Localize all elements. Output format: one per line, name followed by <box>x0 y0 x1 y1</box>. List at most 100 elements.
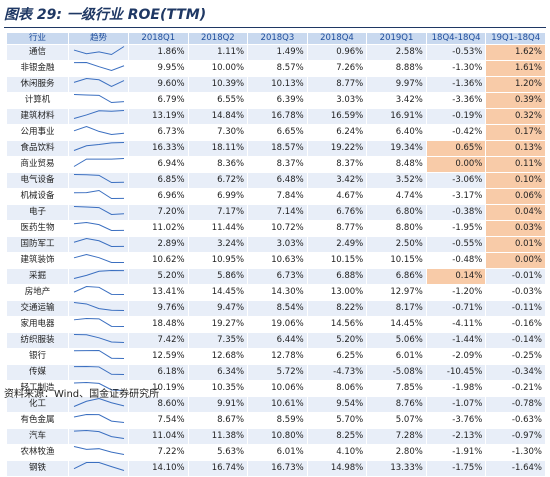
roe-cell: 10.95% <box>187 252 249 269</box>
trend-cell <box>68 428 129 445</box>
trend-cell <box>68 108 129 125</box>
roe-cell: 10.15% <box>306 252 368 269</box>
change-cell: 0.01% <box>485 236 546 253</box>
trend-line <box>73 349 125 359</box>
trend-line <box>73 125 125 136</box>
roe-cell: 5.86% <box>187 268 249 285</box>
roe-cell: 16.74% <box>187 460 249 477</box>
change-cell: -0.78% <box>485 396 546 413</box>
table-row: 电气设备 6.85% 6.72% 6.48% 3.42% 3.52% -3.06% 0.10% <box>6 172 546 189</box>
sparkline <box>73 269 125 279</box>
change-cell: -0.63% <box>485 412 546 429</box>
title: 图表 29: 一级行业 ROE(TTM) <box>4 7 207 23</box>
roe-table: 行业 趋势 2018Q1 2018Q2 2018Q3 2018Q4 2019Q1 18Q4-1… <box>6 32 546 477</box>
roe-cell: 13.41% <box>128 284 189 301</box>
trend-line <box>73 381 125 391</box>
trend-line <box>73 317 125 327</box>
change-cell: 0.13% <box>485 140 546 157</box>
roe-cell: 8.06% <box>306 380 368 397</box>
roe-cell: 6.73% <box>128 124 189 141</box>
roe-cell: 14.30% <box>247 284 308 301</box>
roe-cell: 7.22% <box>128 444 189 461</box>
trend-cell <box>68 380 129 397</box>
roe-cell: 6.76% <box>306 204 368 221</box>
industry-name: 建筑材料 <box>6 108 69 125</box>
change-cell: -3.17% <box>425 188 487 205</box>
change-cell: -0.01% <box>485 268 546 285</box>
change-cell: -1.95% <box>425 220 487 237</box>
change-cell: 0.04% <box>485 204 546 221</box>
trend-cell <box>68 268 129 285</box>
sparkline <box>73 46 125 56</box>
change-cell: 1.20% <box>485 76 546 93</box>
table-row: 休闲服务 9.60% 10.39% 10.13% 8.77% 9.97% -1.36% 1.2… <box>6 76 546 93</box>
change-cell: -0.97% <box>485 428 546 445</box>
table-row: 房地产 13.41% 14.45% 14.30% 13.00% 12.97% -1.20% -… <box>6 284 546 301</box>
title-rule <box>4 27 546 28</box>
roe-cell: 16.91% <box>366 108 427 125</box>
roe-cell: 18.48% <box>128 316 189 333</box>
change-cell: -3.06% <box>425 172 487 189</box>
industry-name: 建筑装饰 <box>6 252 69 269</box>
industry-name: 商业贸易 <box>6 156 69 173</box>
sparkline <box>73 317 125 327</box>
roe-cell: 7.17% <box>187 204 249 221</box>
change-cell: 1.61% <box>485 60 546 77</box>
header-row: 行业 趋势 2018Q1 2018Q2 2018Q3 2018Q4 2019Q1 18Q4-1… <box>6 32 546 45</box>
table-row: 银行 12.59% 12.68% 12.78% 6.25% 6.01% -2.09% -0.2… <box>6 348 546 365</box>
trend-cell <box>68 236 129 253</box>
roe-cell: 6.79% <box>128 92 189 109</box>
change-cell: -2.09% <box>425 348 487 365</box>
table-row: 钢铁 14.10% 16.74% 16.73% 14.98% 13.33% -1.75% -1… <box>6 460 546 477</box>
trend-line <box>73 206 125 216</box>
industry-name: 银行 <box>6 348 69 365</box>
industry-name: 电子 <box>6 204 69 221</box>
table-row: 国防军工 2.89% 3.24% 3.03% 2.49% 2.50% -0.55% 0.01% <box>6 236 546 253</box>
column-header: 2018Q1 <box>128 32 189 45</box>
table-row: 机械设备 6.96% 6.99% 7.84% 4.67% 4.74% -3.17% 0.06% <box>6 188 546 205</box>
trend-cell <box>68 284 129 301</box>
trend-line <box>73 77 125 88</box>
roe-cell: 2.58% <box>366 44 427 61</box>
sparkline <box>73 94 125 104</box>
industry-name: 国防军工 <box>6 236 69 253</box>
roe-cell: 12.59% <box>128 348 189 365</box>
trend-line <box>73 285 125 295</box>
change-cell: -0.14% <box>485 332 546 349</box>
roe-cell: 19.27% <box>187 316 249 333</box>
trend-cell <box>68 92 129 109</box>
trend-line <box>73 158 125 167</box>
roe-cell: 8.77% <box>306 220 368 237</box>
change-cell: -10.45% <box>425 364 487 381</box>
roe-cell: 6.72% <box>187 172 249 189</box>
industry-name: 纺织服装 <box>6 332 69 349</box>
roe-cell: 14.84% <box>187 108 249 125</box>
change-cell: -1.64% <box>485 460 546 477</box>
industry-name: 采掘 <box>6 268 69 285</box>
industry-name: 非银金融 <box>6 60 69 77</box>
trend-line <box>73 189 125 200</box>
trend-cell <box>68 188 129 205</box>
roe-cell: 6.96% <box>128 188 189 205</box>
trend-line <box>73 253 124 263</box>
roe-cell: 7.28% <box>366 428 427 445</box>
roe-cell: 14.98% <box>306 460 368 477</box>
industry-name: 休闲服务 <box>6 76 69 93</box>
roe-cell: 16.33% <box>128 140 189 157</box>
trend-line <box>73 413 125 423</box>
trend-cell <box>68 348 129 365</box>
table-row: 采掘 5.20% 5.86% 6.73% 6.88% 6.86% 0.14% -0.01% <box>6 268 546 285</box>
trend-cell <box>68 460 129 477</box>
change-cell: 0.11% <box>485 156 546 173</box>
roe-cell: 2.49% <box>306 236 368 253</box>
column-header: 2018Q3 <box>247 32 308 45</box>
change-cell: 0.00% <box>425 156 487 173</box>
trend-line <box>73 365 125 375</box>
roe-cell: 16.73% <box>247 460 308 477</box>
change-cell: 1.62% <box>485 44 546 61</box>
roe-cell: 3.03% <box>306 92 368 109</box>
change-cell: -1.44% <box>425 332 487 349</box>
roe-cell: 18.57% <box>247 140 308 157</box>
roe-cell: 9.47% <box>187 300 249 317</box>
change-cell: -0.71% <box>425 300 487 317</box>
